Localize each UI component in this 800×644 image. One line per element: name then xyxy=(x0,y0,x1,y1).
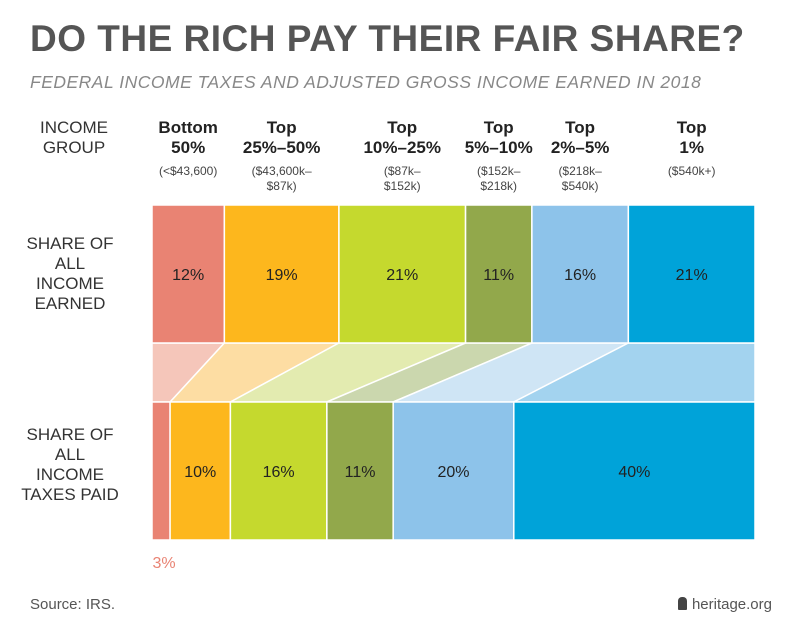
group-name: Top 10%–25% xyxy=(363,118,441,157)
bar-segment xyxy=(223,204,340,344)
data-label: 16% xyxy=(564,267,596,284)
bar-segment xyxy=(338,204,467,344)
data-label: 21% xyxy=(676,267,708,284)
data-label: 19% xyxy=(266,267,298,284)
income-group-header: Top 5%–10% ($152k– $218k) xyxy=(439,118,559,194)
brand: heritage.org xyxy=(677,596,772,613)
chart-title: DO THE RICH PAY THEIR FAIR SHARE? xyxy=(30,18,745,59)
group-name: Top 1% xyxy=(676,118,707,157)
group-range: ($87k– $152k) xyxy=(383,164,421,193)
liberty-bell-icon xyxy=(677,597,687,610)
data-label: 10% xyxy=(184,464,216,481)
group-range: ($152k– $218k) xyxy=(477,164,521,193)
group-range: ($218k– $540k) xyxy=(558,164,602,193)
bar-segment xyxy=(229,401,328,541)
income-group-header: Top 25%–50% ($43,600k– $87k) xyxy=(222,118,342,194)
group-range: ($43,600k– $87k) xyxy=(251,164,312,193)
chart-subtitle: FEDERAL INCOME TAXES AND ADJUSTED GROSS … xyxy=(30,72,702,92)
row-label-taxes-paid: SHARE OF ALL INCOME TAXES PAID xyxy=(21,425,119,504)
data-label: 16% xyxy=(263,464,295,481)
income-group-header: Top 10%–25% ($87k– $152k) xyxy=(342,118,462,194)
data-label: 12% xyxy=(172,267,204,284)
bar-segment xyxy=(151,401,171,541)
income-group-header: Bottom 50% (<$43,600) xyxy=(128,118,248,179)
row-label-income-group: INCOME GROUP xyxy=(40,118,108,157)
group-name: Bottom 50% xyxy=(158,118,218,157)
data-label: 20% xyxy=(437,464,469,481)
data-label: 11% xyxy=(483,267,514,284)
group-range: ($540k+) xyxy=(667,164,716,178)
bar-segment xyxy=(627,204,756,344)
data-label: 11% xyxy=(345,464,376,481)
row-label-income-earned: SHARE OF ALL INCOME EARNED xyxy=(26,234,114,313)
bar-segment xyxy=(513,401,756,541)
brand-text: heritage.org xyxy=(691,596,772,613)
group-name: Top 5%–10% xyxy=(464,118,533,157)
income-group-header: Top 2%–5% ($218k– $540k) xyxy=(520,118,640,194)
group-name: Top 2%–5% xyxy=(550,118,610,157)
group-name: Top 25%–50% xyxy=(242,118,321,157)
data-label: 40% xyxy=(618,464,650,481)
group-range: (<$43,600) xyxy=(158,164,218,178)
bar-segment xyxy=(392,401,515,541)
bar-segment xyxy=(326,401,394,541)
source-note: Source: IRS. xyxy=(30,596,116,613)
data-label: 21% xyxy=(386,267,418,284)
data-label: 3% xyxy=(152,555,175,572)
income-group-header: Top 1% ($540k+) xyxy=(632,118,752,179)
